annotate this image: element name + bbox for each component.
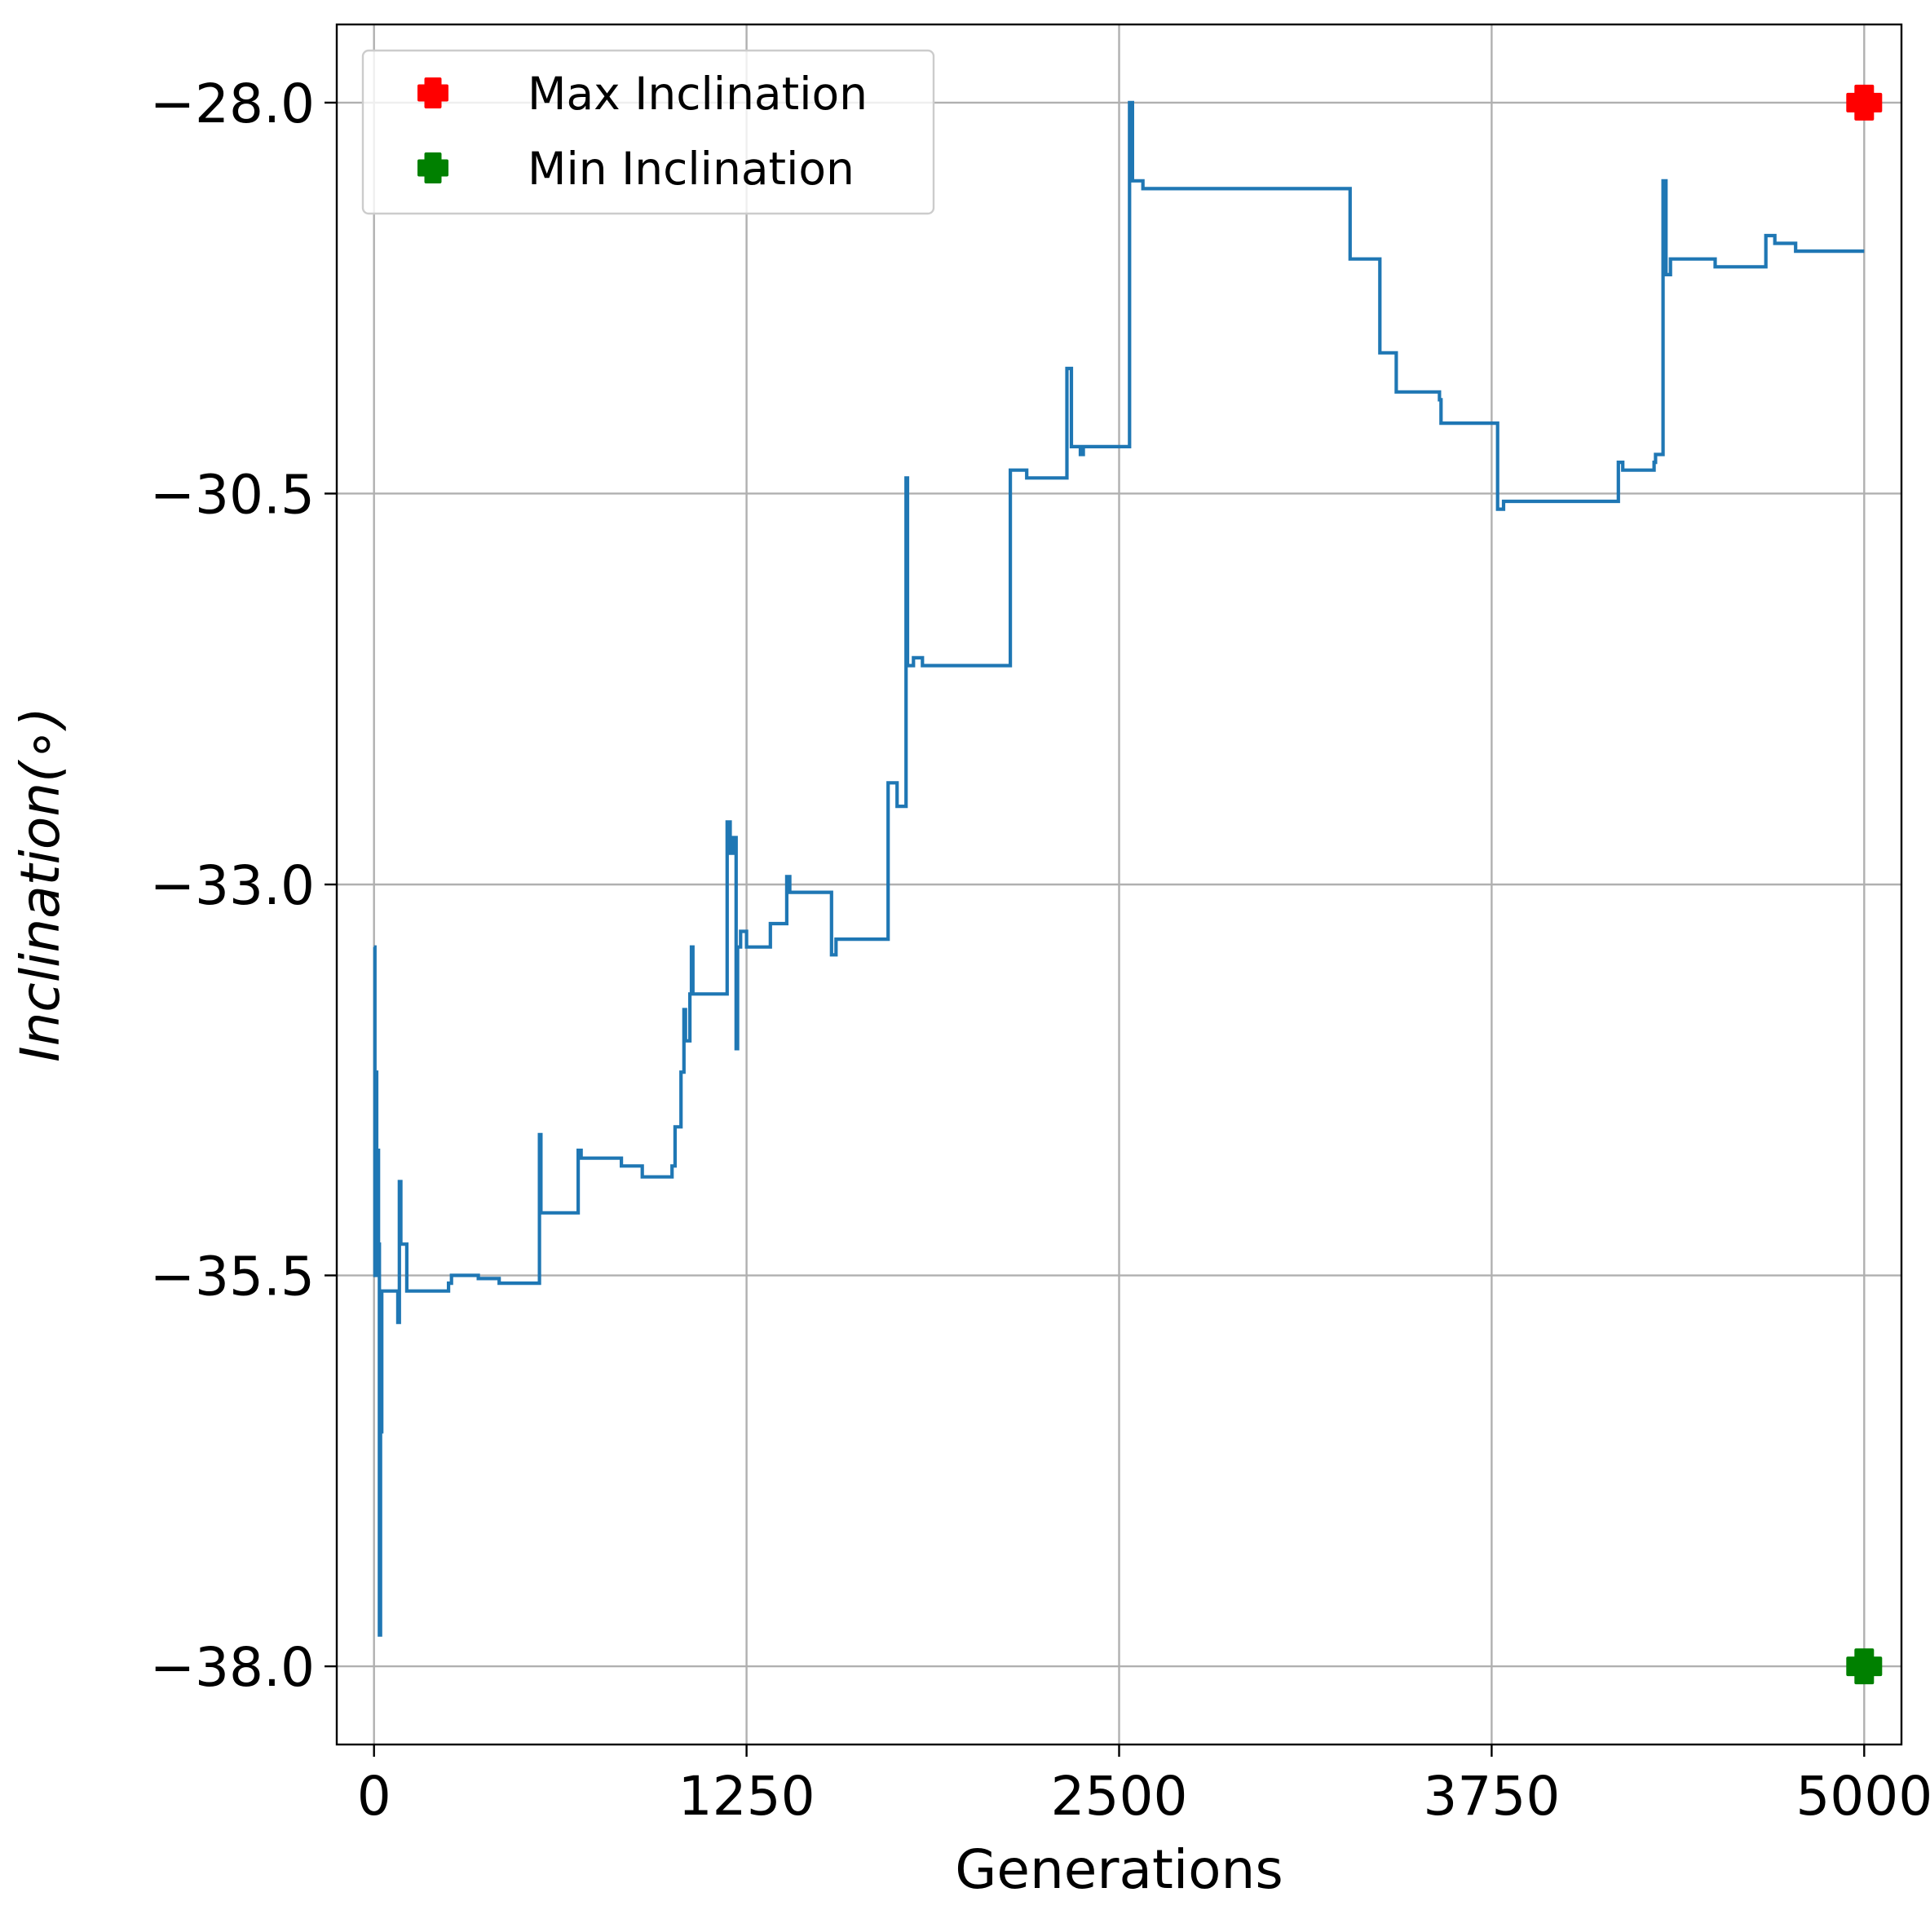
min-inclination-marker	[1846, 1648, 1883, 1685]
legend: Max Inclination Min Inclination	[361, 49, 935, 215]
legend-min-marker	[417, 152, 448, 183]
y-tick-label: −28.0	[150, 73, 315, 135]
y-axis-label: Inclination(∘)	[9, 707, 72, 1062]
y-tick-label: −33.0	[150, 854, 315, 917]
x-tick-label: 3750	[1423, 1765, 1560, 1828]
legend-max-label: Max Inclination	[528, 68, 868, 120]
y-tick-label: −30.5	[150, 463, 315, 526]
plot-area	[335, 23, 1903, 1746]
y-axis-label-text: Inclination(∘)	[9, 707, 72, 1062]
x-axis-label: Generations	[955, 1838, 1283, 1901]
legend-min-label: Min Inclination	[528, 143, 855, 195]
max-inclination-marker	[1846, 84, 1883, 121]
legend-max-marker	[417, 77, 448, 108]
series-layer	[373, 100, 1865, 1637]
x-tick-label: 5000	[1795, 1765, 1930, 1828]
y-axis: −28.0 −30.5 −33.0 −35.5 −38.0	[150, 73, 337, 1699]
x-tick-label: 1250	[678, 1765, 815, 1828]
legend-box	[361, 49, 935, 215]
x-axis: 0 1250 2500 3750 5000	[357, 1745, 1930, 1828]
inclination-series-line	[373, 100, 1865, 1637]
x-tick-label: 2500	[1051, 1765, 1188, 1828]
x-tick-label: 0	[357, 1765, 391, 1828]
y-tick-label: −38.0	[150, 1636, 315, 1699]
markers-layer	[1846, 84, 1883, 1685]
y-tick-label: −35.5	[150, 1246, 315, 1308]
legend-items: Max Inclination Min Inclination	[417, 68, 868, 195]
